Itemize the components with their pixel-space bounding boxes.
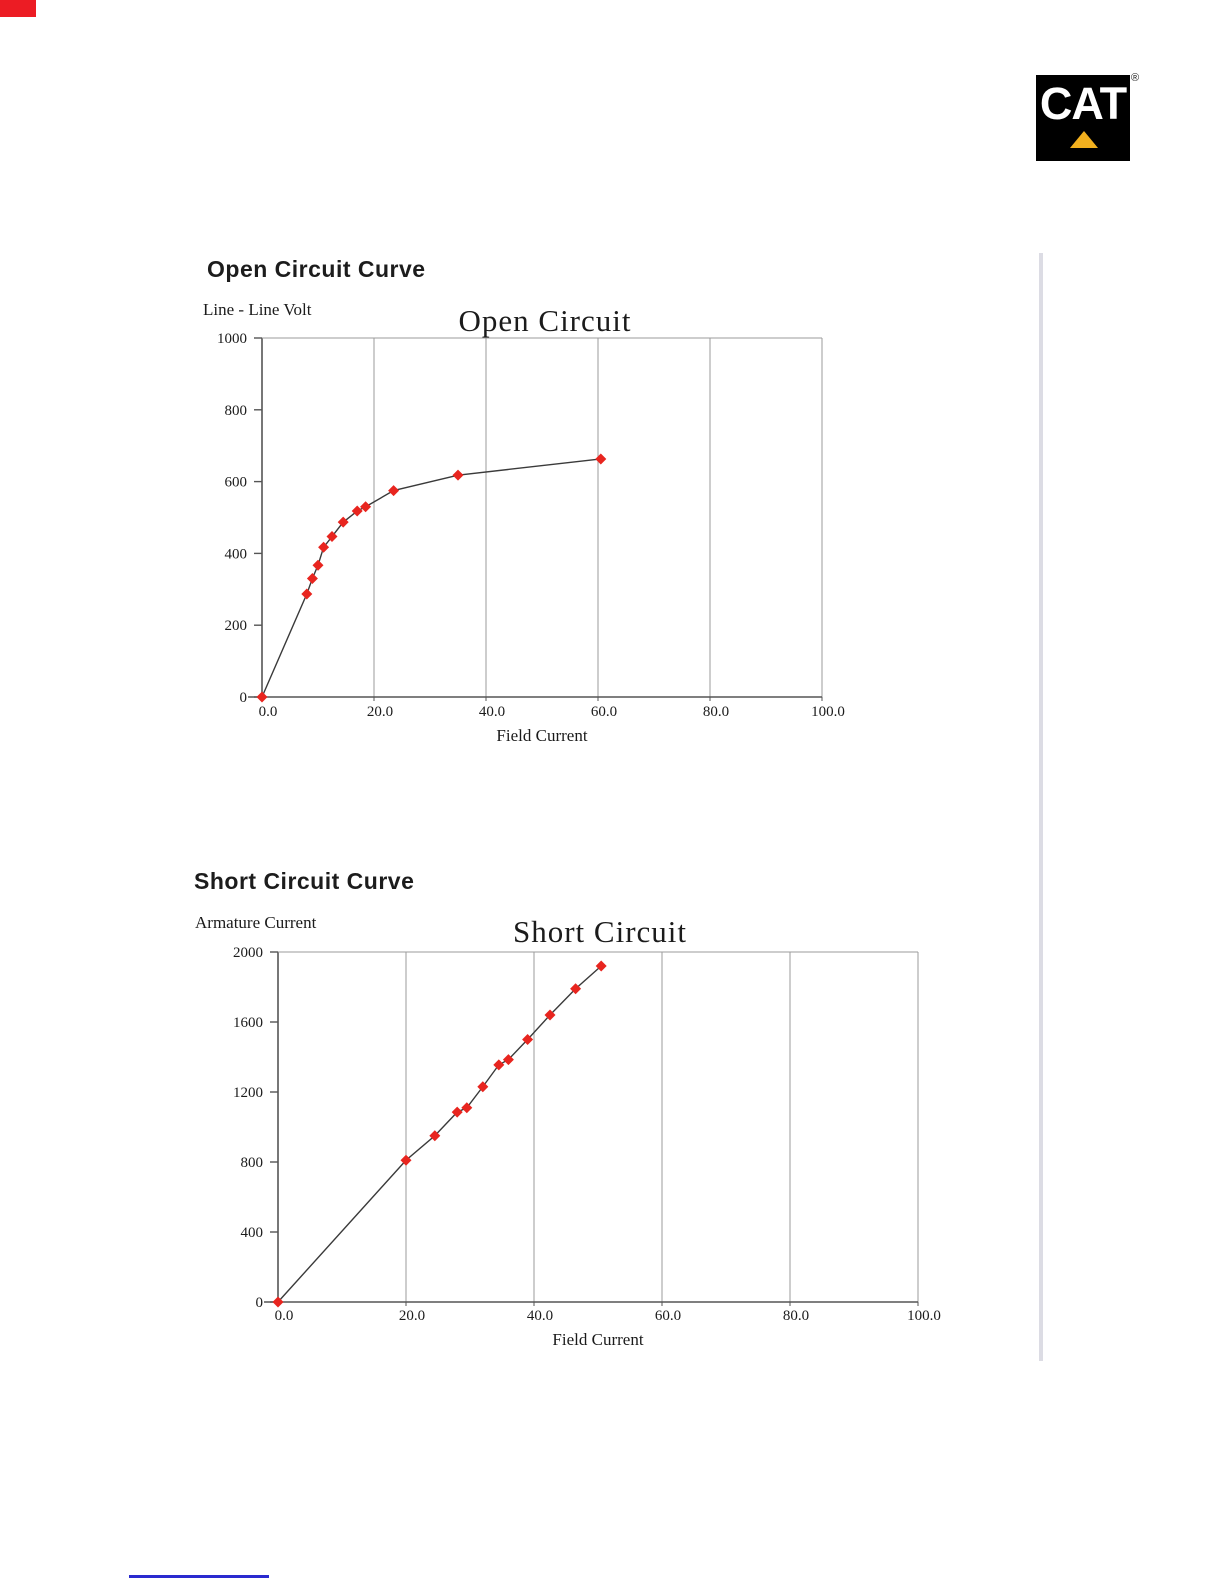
svg-text:1600: 1600 xyxy=(233,1015,263,1031)
svg-text:400: 400 xyxy=(225,546,248,562)
svg-text:100.0: 100.0 xyxy=(907,1308,941,1324)
svg-text:800: 800 xyxy=(225,403,248,419)
svg-text:100.0: 100.0 xyxy=(811,704,845,720)
open-circuit-chart: 0.0 20.0 40.0 60.0 80.0 100.0 1000 800 600 400 200… xyxy=(203,300,845,745)
footer-link[interactable] xyxy=(129,1575,269,1578)
cat-logo: CAT xyxy=(1036,75,1130,161)
svg-text:80.0: 80.0 xyxy=(703,704,729,720)
cat-logo-triangle-icon xyxy=(1070,131,1098,148)
cat-logo-text: CAT xyxy=(1039,78,1127,129)
svg-text:Armature Current: Armature Current xyxy=(195,913,317,932)
svg-text:600: 600 xyxy=(225,475,248,491)
svg-text:0.0: 0.0 xyxy=(259,704,278,720)
svg-text:20.0: 20.0 xyxy=(367,704,393,720)
svg-text:40.0: 40.0 xyxy=(527,1308,553,1324)
short-circuit-chart: 0.0 20.0 40.0 60.0 80.0 100.0 2000 1600 1200 800 4… xyxy=(195,913,941,1349)
short-circuit-curve-heading: Short Circuit Curve xyxy=(194,868,415,894)
scan-artifact-red-corner xyxy=(0,0,36,17)
open-circuit-curve-heading: Open Circuit Curve xyxy=(207,256,426,282)
svg-text:60.0: 60.0 xyxy=(591,704,617,720)
svg-text:2000: 2000 xyxy=(233,945,263,961)
svg-text:20.0: 20.0 xyxy=(399,1308,425,1324)
registered-trademark-symbol: ® xyxy=(1131,72,1140,84)
svg-text:80.0: 80.0 xyxy=(783,1308,809,1324)
svg-text:400: 400 xyxy=(241,1225,264,1241)
svg-text:1000: 1000 xyxy=(217,331,247,347)
svg-text:200: 200 xyxy=(225,618,248,634)
svg-text:Field Current: Field Current xyxy=(552,1330,643,1349)
svg-text:Field Current: Field Current xyxy=(496,726,587,745)
right-margin-divider xyxy=(1039,253,1043,1361)
svg-text:40.0: 40.0 xyxy=(479,704,505,720)
svg-text:1200: 1200 xyxy=(233,1085,263,1101)
svg-text:Open Circuit: Open Circuit xyxy=(459,303,632,338)
svg-text:800: 800 xyxy=(241,1155,264,1171)
svg-text:60.0: 60.0 xyxy=(655,1308,681,1324)
svg-text:0: 0 xyxy=(240,690,248,706)
svg-text:0: 0 xyxy=(256,1295,264,1311)
svg-text:Short Circuit: Short Circuit xyxy=(513,914,687,949)
svg-text:0.0: 0.0 xyxy=(275,1308,294,1324)
svg-text:Line - Line Volt: Line - Line Volt xyxy=(203,300,312,319)
